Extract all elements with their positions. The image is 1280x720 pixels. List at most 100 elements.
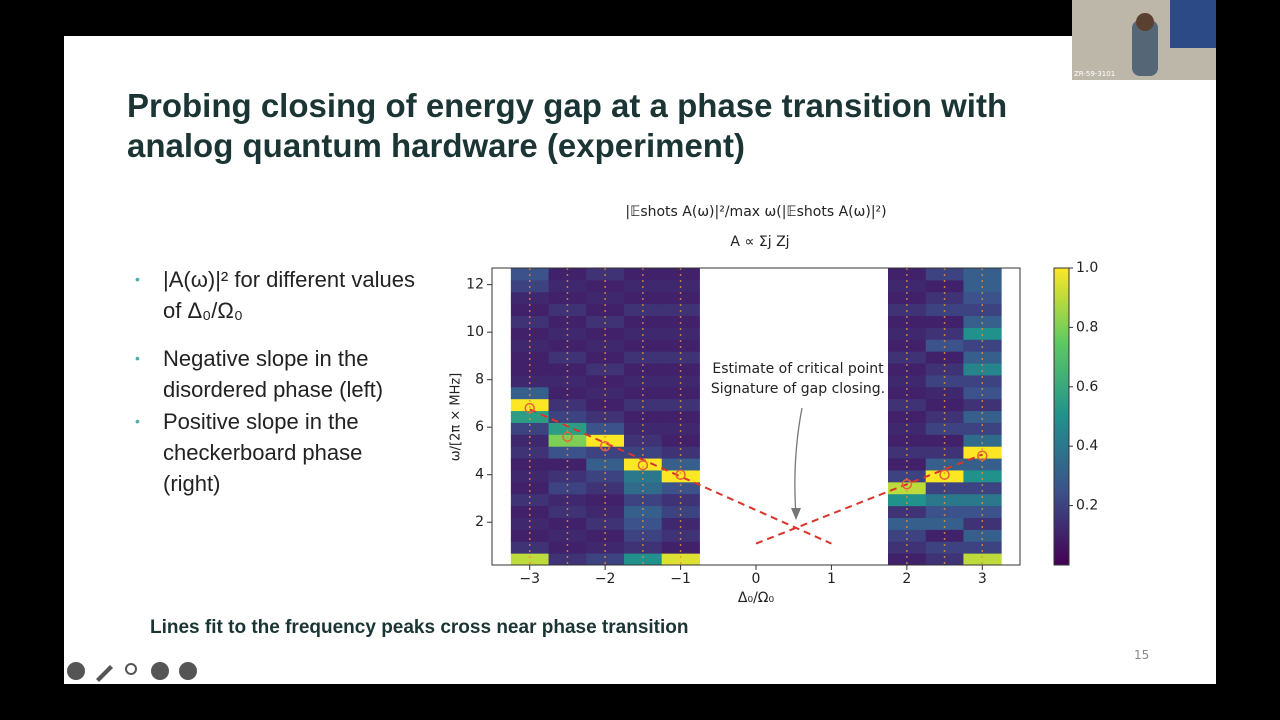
heat-cell <box>624 493 663 507</box>
heat-cell <box>888 541 927 554</box>
heat-cell <box>548 374 587 388</box>
heat-cell <box>925 398 964 412</box>
heat-cell <box>925 553 964 566</box>
heat-cell <box>963 458 1002 471</box>
heat-cell <box>510 446 550 459</box>
heat-cell <box>963 469 1002 483</box>
heat-cell <box>925 422 964 435</box>
heat-cell <box>510 493 550 507</box>
heat-cell <box>661 529 700 542</box>
heat-cell <box>548 315 587 328</box>
heat-cell <box>888 434 927 447</box>
zoom-button[interactable] <box>125 663 137 675</box>
peak-marker <box>637 459 649 471</box>
heat-cell <box>925 410 964 423</box>
heat-cell <box>548 327 587 340</box>
heat-cell <box>888 469 927 483</box>
heat-cell <box>963 410 1002 423</box>
pen-button[interactable] <box>96 665 113 682</box>
colorbar <box>1053 267 1070 566</box>
heat-cell <box>624 553 663 566</box>
heat-cell <box>624 327 663 340</box>
heat-cell <box>548 410 587 423</box>
heat-cell <box>586 339 625 352</box>
heat-cell <box>510 481 550 495</box>
camera-label: ZR-59-3101 <box>1074 70 1115 78</box>
heat-cell <box>963 505 1002 518</box>
heat-cell <box>586 541 625 554</box>
peak-marker <box>901 478 913 490</box>
heat-cell <box>888 339 927 352</box>
heat-cell <box>586 351 625 364</box>
heat-cell <box>586 529 625 542</box>
fit-line <box>755 453 983 545</box>
slide-title: Probing closing of energy gap at a phase… <box>127 87 1008 164</box>
heat-cell <box>963 351 1002 364</box>
bullet: Positive slope in the checkerboard phase… <box>135 406 418 499</box>
y-tick-label: 6 <box>475 419 484 435</box>
colorbar-tick-label: 0.6 <box>1076 379 1098 395</box>
heat-cell <box>661 303 700 317</box>
heat-cell <box>586 398 625 412</box>
heat-cell <box>624 481 663 495</box>
chart-title: |𝔼shots A(ω)|²/max ω(|𝔼shots A(ω)|²) <box>625 204 886 220</box>
heat-cell <box>661 517 700 530</box>
heat-cell <box>888 398 927 412</box>
heat-cell <box>510 458 550 471</box>
heat-cell <box>624 386 663 400</box>
heat-cell <box>510 541 550 554</box>
heat-cell <box>586 386 625 400</box>
y-axis-label: ω/[2π × MHz] <box>449 373 464 461</box>
annotation: Signature of gap closing. <box>711 381 885 397</box>
page-number: 15 <box>1134 648 1150 662</box>
x-tick-label: −2 <box>595 571 616 587</box>
x-axis-label: Δ₀/Ω₀ <box>738 590 775 606</box>
annotation: Estimate of critical point <box>712 361 884 377</box>
heat-cell <box>510 505 550 518</box>
heat-cell <box>925 517 964 530</box>
heat-cell <box>510 398 550 412</box>
heat-cell <box>963 339 1002 352</box>
bullet: Negative slope in the disordered phase (… <box>135 343 418 405</box>
heat-cell <box>548 363 587 376</box>
y-tick-label: 8 <box>475 372 484 388</box>
heat-cell <box>586 374 625 388</box>
y-tick-label: 10 <box>466 324 484 340</box>
heat-cell <box>548 446 587 459</box>
heat-cell <box>624 363 663 376</box>
heat-cell <box>661 374 700 388</box>
y-tick-label: 12 <box>466 277 484 293</box>
heat-cell <box>586 422 625 435</box>
next-button[interactable] <box>179 662 197 680</box>
heat-cell <box>925 303 964 317</box>
heat-cell <box>624 291 663 305</box>
heat-cell <box>661 386 700 400</box>
heat-cell <box>548 351 587 364</box>
annotation-arrow <box>794 407 803 517</box>
heat-cell <box>510 351 550 364</box>
heat-cell <box>925 541 964 554</box>
chart-subtitle: A ∝ Σj Zj <box>730 234 789 250</box>
heat-cell <box>661 291 700 305</box>
webcam-head <box>1136 13 1154 31</box>
more-button[interactable] <box>151 662 169 680</box>
heat-cell <box>888 529 927 542</box>
peak-marker <box>524 402 535 414</box>
heat-cell <box>624 458 663 471</box>
heat-cell <box>888 291 927 305</box>
heat-cell <box>548 469 587 483</box>
x-tick-label: 1 <box>827 571 836 587</box>
heat-cell <box>963 541 1002 554</box>
heat-cell <box>661 553 700 566</box>
heat-cell <box>548 517 587 530</box>
toolbar[interactable] <box>67 662 197 682</box>
heat-cell <box>510 422 550 435</box>
heat-cell <box>548 553 587 566</box>
heat-cell <box>624 410 663 423</box>
peak-marker <box>675 469 686 480</box>
heat-cell <box>661 446 700 459</box>
prev-button[interactable] <box>67 662 85 680</box>
heat-cell <box>624 339 663 352</box>
heat-cell <box>510 339 550 352</box>
